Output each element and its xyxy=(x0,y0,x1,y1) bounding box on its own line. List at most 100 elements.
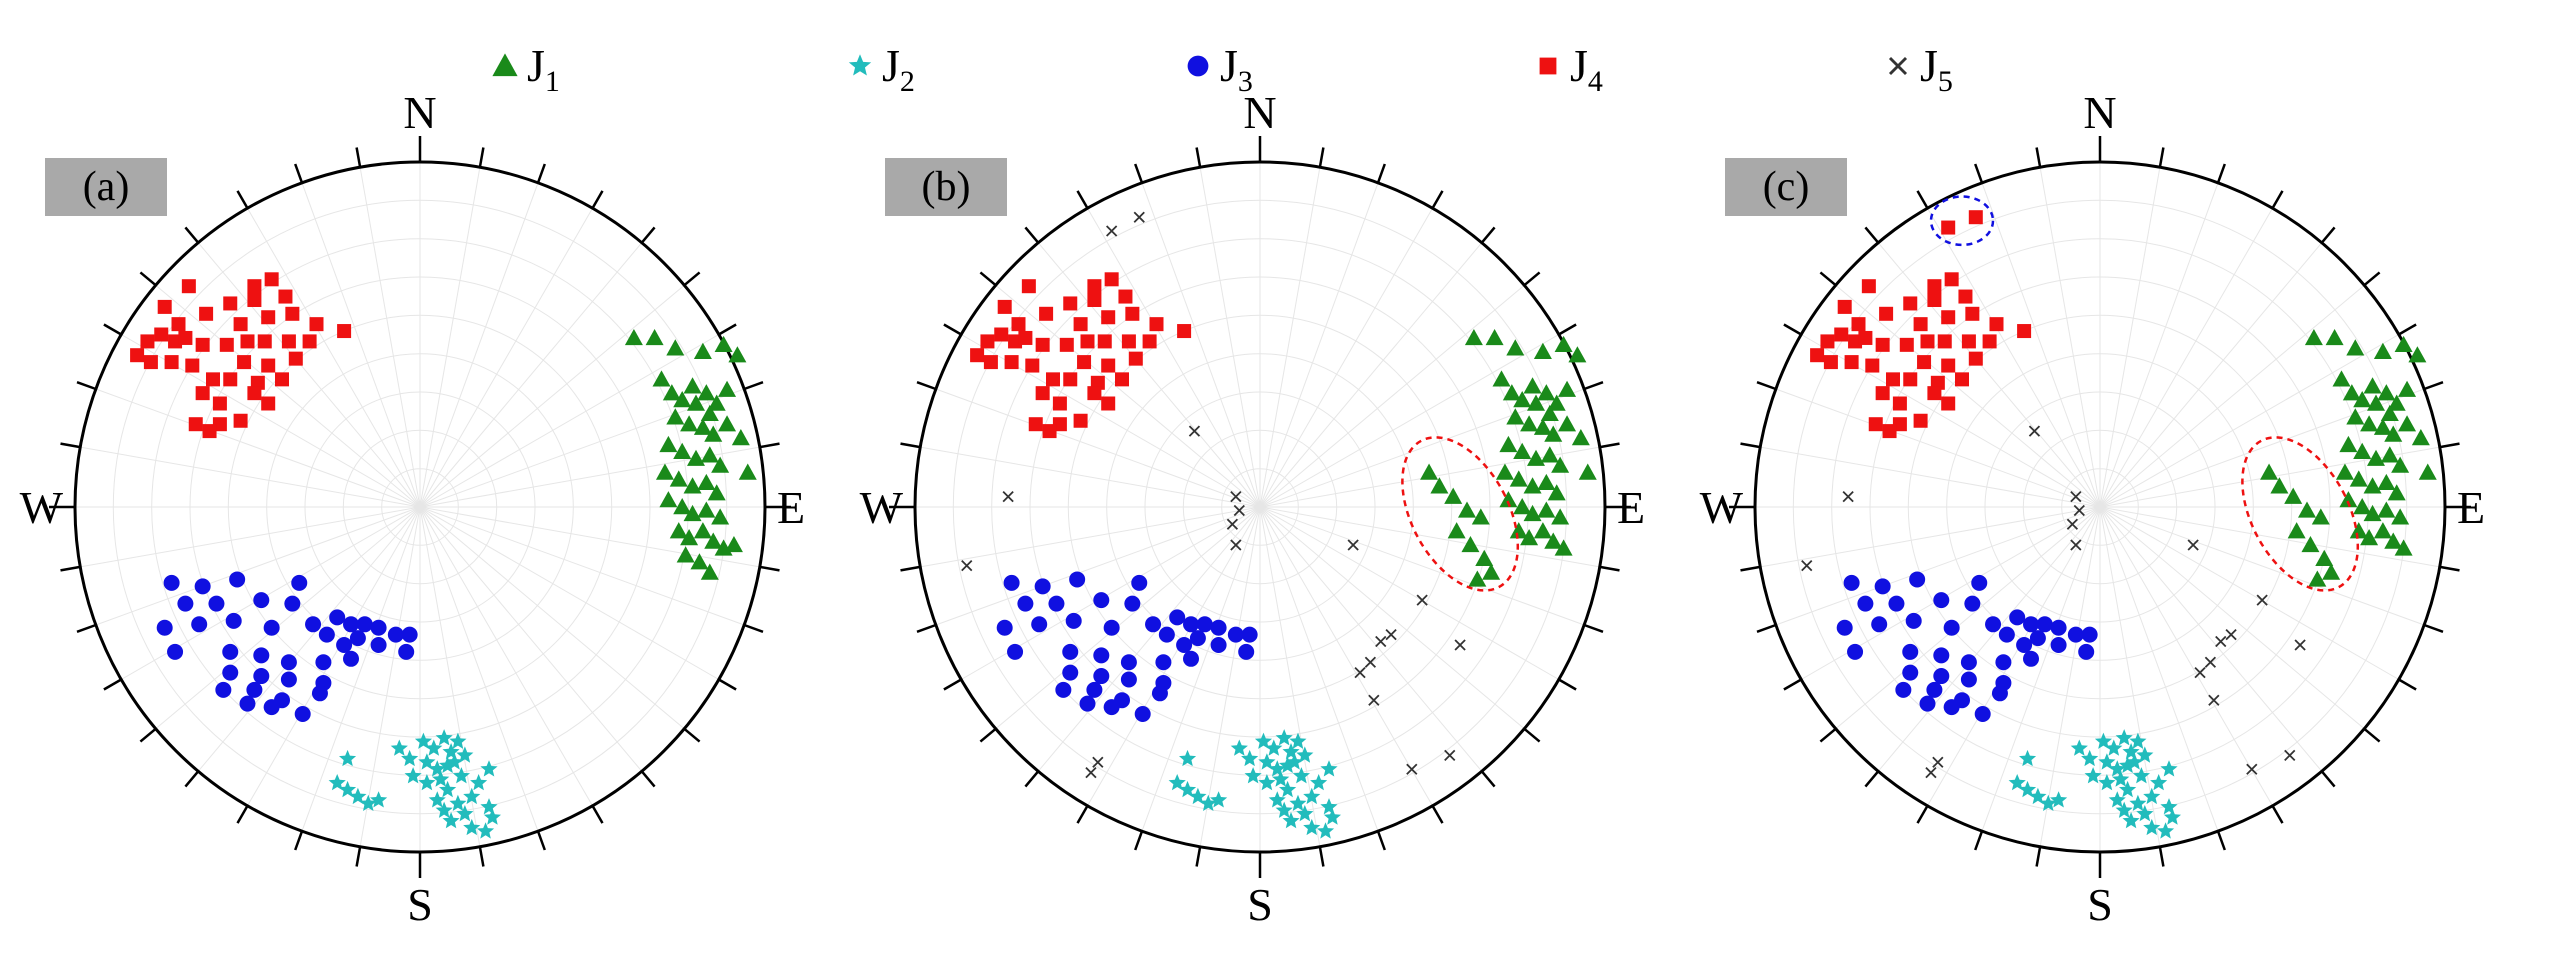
panel-label: (b) xyxy=(922,164,971,210)
grid-radial xyxy=(359,167,421,508)
grid-radial xyxy=(2099,506,2365,730)
data-point-j3 xyxy=(1003,574,1020,591)
azimuth-tick xyxy=(2271,805,2284,824)
data-point-j1 xyxy=(1527,449,1545,466)
data-point-j2 xyxy=(1289,794,1307,811)
grid-radial xyxy=(2039,167,2101,508)
data-point-j1 xyxy=(687,449,705,466)
grid-radial xyxy=(1141,182,1261,508)
data-point-j5 xyxy=(2073,504,2085,517)
data-point-j3 xyxy=(280,671,297,688)
data-point-j1 xyxy=(1554,539,1573,556)
azimuth-tick xyxy=(916,623,937,633)
azimuth-tick xyxy=(478,846,485,867)
azimuth-tick xyxy=(591,805,604,824)
azimuth-tick xyxy=(1740,442,1761,449)
data-point-j1 xyxy=(707,394,726,411)
data-point-j3 xyxy=(315,654,332,671)
data-point-j2 xyxy=(449,732,467,749)
data-point-j2 xyxy=(1210,791,1228,808)
data-point-j1 xyxy=(693,418,712,435)
data-point-j4 xyxy=(1087,293,1102,307)
data-point-j4 xyxy=(1004,355,1019,370)
data-point-j2 xyxy=(2160,760,2178,777)
data-point-j4 xyxy=(143,355,158,370)
data-point-j5 xyxy=(1416,594,1428,606)
azimuth-tick xyxy=(2320,226,2336,244)
data-point-j3 xyxy=(1189,630,1206,647)
data-point-j1 xyxy=(683,377,702,394)
grid-radial xyxy=(935,388,1261,508)
azimuth-tick xyxy=(1318,147,1325,168)
grid-radial xyxy=(1199,167,1261,508)
data-point-j1 xyxy=(2339,435,2358,453)
data-point-j4 xyxy=(2017,324,2032,339)
data-point-j2 xyxy=(2094,732,2112,749)
data-point-j4 xyxy=(202,424,217,439)
data-point-j2 xyxy=(2019,749,2037,767)
azimuth-tick xyxy=(1974,830,1984,851)
data-point-j3 xyxy=(1086,681,1103,698)
data-point-j5 xyxy=(1364,656,1377,668)
data-point-j1 xyxy=(683,477,702,494)
data-point-j2 xyxy=(1279,780,1297,798)
data-point-j2 xyxy=(1199,794,1217,811)
panel-label-box: (a) xyxy=(45,158,167,216)
legend-item-j1: J1 xyxy=(492,40,560,98)
data-point-j2 xyxy=(435,801,453,818)
data-point-j3 xyxy=(1093,647,1110,664)
stereonet-grid xyxy=(75,162,765,852)
azimuth-tick xyxy=(60,442,81,449)
grid-radial xyxy=(1981,182,2101,508)
data-point-j3 xyxy=(1943,699,1960,716)
direction-label-south: S xyxy=(407,879,433,930)
data-point-j4 xyxy=(1118,289,1133,304)
azimuth-tick xyxy=(236,805,249,824)
data-point-j1 xyxy=(1547,484,1566,501)
data-point-j1 xyxy=(2373,418,2392,435)
data-point-j2 xyxy=(2129,732,2147,749)
data-point-j2 xyxy=(1296,746,1314,763)
direction-label-east: E xyxy=(1617,482,1645,533)
data-point-j2 xyxy=(442,812,460,829)
data-point-j1 xyxy=(1513,498,1532,515)
azimuth-tick xyxy=(916,381,937,391)
grid-radial xyxy=(419,182,539,508)
data-point-j2 xyxy=(2008,774,2026,791)
data-point-j3 xyxy=(1031,616,1048,633)
data-point-j1 xyxy=(2301,535,2320,553)
data-point-j3 xyxy=(343,616,359,633)
data-point-j3 xyxy=(1905,612,1922,629)
data-point-j4 xyxy=(1073,317,1088,332)
azimuth-tick xyxy=(2439,565,2460,572)
data-point-j2 xyxy=(414,732,432,749)
data-point-j4 xyxy=(970,348,985,363)
direction-label-west: W xyxy=(20,482,64,533)
data-point-j1 xyxy=(2398,380,2417,397)
highlight-ellipse xyxy=(2241,436,2360,592)
grid-radial xyxy=(155,506,421,730)
data-point-j4 xyxy=(1063,372,1078,387)
data-point-j5 xyxy=(1801,560,1813,572)
azimuth-tick xyxy=(2439,442,2460,449)
data-point-j1 xyxy=(2335,463,2354,480)
grid-radial xyxy=(419,207,593,508)
data-point-j5 xyxy=(2070,491,2082,503)
data-point-j3 xyxy=(1241,626,1258,643)
grid-radial xyxy=(95,388,421,508)
azimuth-tick xyxy=(1076,190,1089,209)
data-point-j3 xyxy=(253,668,270,685)
data-point-j3 xyxy=(1902,664,1919,681)
data-point-j3 xyxy=(1065,612,1082,629)
legend-letter: J xyxy=(527,40,545,91)
data-point-j1 xyxy=(724,535,743,553)
data-point-j3 xyxy=(163,574,180,591)
data-point-j2 xyxy=(2132,767,2150,784)
data-point-j4 xyxy=(1875,337,1890,352)
data-point-j3 xyxy=(1120,654,1137,671)
data-point-j3 xyxy=(343,650,359,667)
azimuth-tick xyxy=(683,271,701,287)
azimuth-tick xyxy=(536,830,546,851)
data-point-j2 xyxy=(339,749,357,767)
data-point-j5 xyxy=(2246,763,2258,775)
